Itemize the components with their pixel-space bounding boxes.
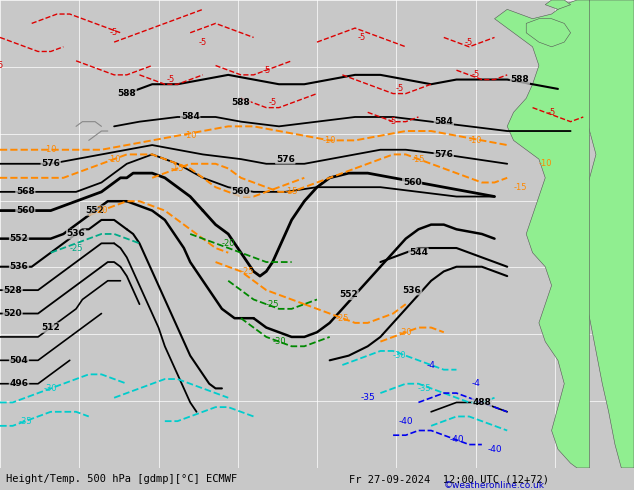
Text: -15: -15	[513, 183, 527, 192]
Text: -25: -25	[335, 314, 349, 323]
Text: -25: -25	[240, 267, 254, 276]
Text: 536: 536	[403, 286, 422, 294]
Text: 584: 584	[434, 117, 453, 126]
Text: -4: -4	[427, 361, 436, 369]
Text: -20: -20	[94, 206, 108, 215]
Text: 588: 588	[117, 89, 136, 98]
Text: 560: 560	[403, 178, 422, 187]
Text: -5: -5	[167, 75, 176, 84]
Text: -5: -5	[198, 38, 207, 47]
Text: 576: 576	[41, 159, 60, 168]
Text: Fr 27-09-2024  12:00 UTC (12+72): Fr 27-09-2024 12:00 UTC (12+72)	[349, 474, 548, 484]
Text: -5: -5	[357, 33, 366, 42]
Text: 560: 560	[16, 206, 35, 215]
Text: 576: 576	[434, 150, 453, 159]
Text: 520: 520	[3, 309, 22, 318]
Text: -40: -40	[398, 416, 413, 426]
Polygon shape	[545, 0, 571, 9]
Text: 552: 552	[10, 234, 29, 243]
Text: -30: -30	[399, 328, 413, 337]
Text: 576: 576	[276, 155, 295, 164]
Text: 536: 536	[10, 262, 29, 271]
Text: -20: -20	[221, 239, 235, 248]
Text: 584: 584	[181, 113, 200, 122]
Text: -15: -15	[171, 164, 184, 173]
Text: -10: -10	[107, 155, 121, 164]
Text: 504: 504	[10, 356, 29, 365]
Text: -25: -25	[69, 244, 83, 252]
Text: -35: -35	[418, 384, 432, 393]
Text: -5: -5	[262, 66, 271, 74]
Text: -10: -10	[323, 136, 337, 145]
Text: -10: -10	[183, 131, 197, 140]
Text: 512: 512	[41, 323, 60, 332]
Text: -5: -5	[465, 38, 474, 47]
Text: 552: 552	[86, 206, 105, 215]
Text: -5: -5	[110, 28, 119, 37]
Text: -10: -10	[469, 136, 482, 145]
Text: 528: 528	[3, 286, 22, 294]
Text: -5: -5	[0, 61, 4, 70]
Text: -35: -35	[360, 393, 375, 402]
Text: -40: -40	[487, 445, 502, 454]
Text: -10: -10	[538, 159, 552, 168]
Text: -5: -5	[547, 108, 556, 117]
Text: 544: 544	[409, 248, 428, 257]
Polygon shape	[571, 0, 634, 468]
Text: -5: -5	[268, 98, 277, 107]
Text: Height/Temp. 500 hPa [gdmp][°C] ECMWF: Height/Temp. 500 hPa [gdmp][°C] ECMWF	[6, 474, 238, 484]
Text: -30: -30	[44, 384, 58, 393]
Text: 488: 488	[472, 398, 491, 407]
Text: -5: -5	[471, 71, 480, 79]
Text: 568: 568	[16, 187, 35, 196]
Text: 560: 560	[231, 187, 250, 196]
Text: -10: -10	[44, 145, 58, 154]
Text: -35: -35	[18, 416, 32, 426]
Text: 496: 496	[10, 379, 29, 388]
Text: 588: 588	[231, 98, 250, 107]
Text: -40: -40	[449, 436, 464, 444]
Text: -15: -15	[411, 155, 425, 164]
Text: ©weatheronline.co.uk: ©weatheronline.co.uk	[444, 481, 545, 490]
Polygon shape	[526, 19, 571, 47]
Text: 552: 552	[339, 290, 358, 299]
Polygon shape	[495, 0, 590, 468]
Text: 536: 536	[67, 229, 86, 239]
Text: -5: -5	[395, 84, 404, 94]
Text: -30: -30	[272, 337, 286, 346]
Text: 588: 588	[510, 75, 529, 84]
Text: -4: -4	[471, 379, 480, 388]
Text: -5: -5	[389, 117, 398, 126]
Text: -15: -15	[285, 187, 299, 196]
Text: -30: -30	[392, 351, 406, 360]
Text: -25: -25	[266, 300, 280, 309]
